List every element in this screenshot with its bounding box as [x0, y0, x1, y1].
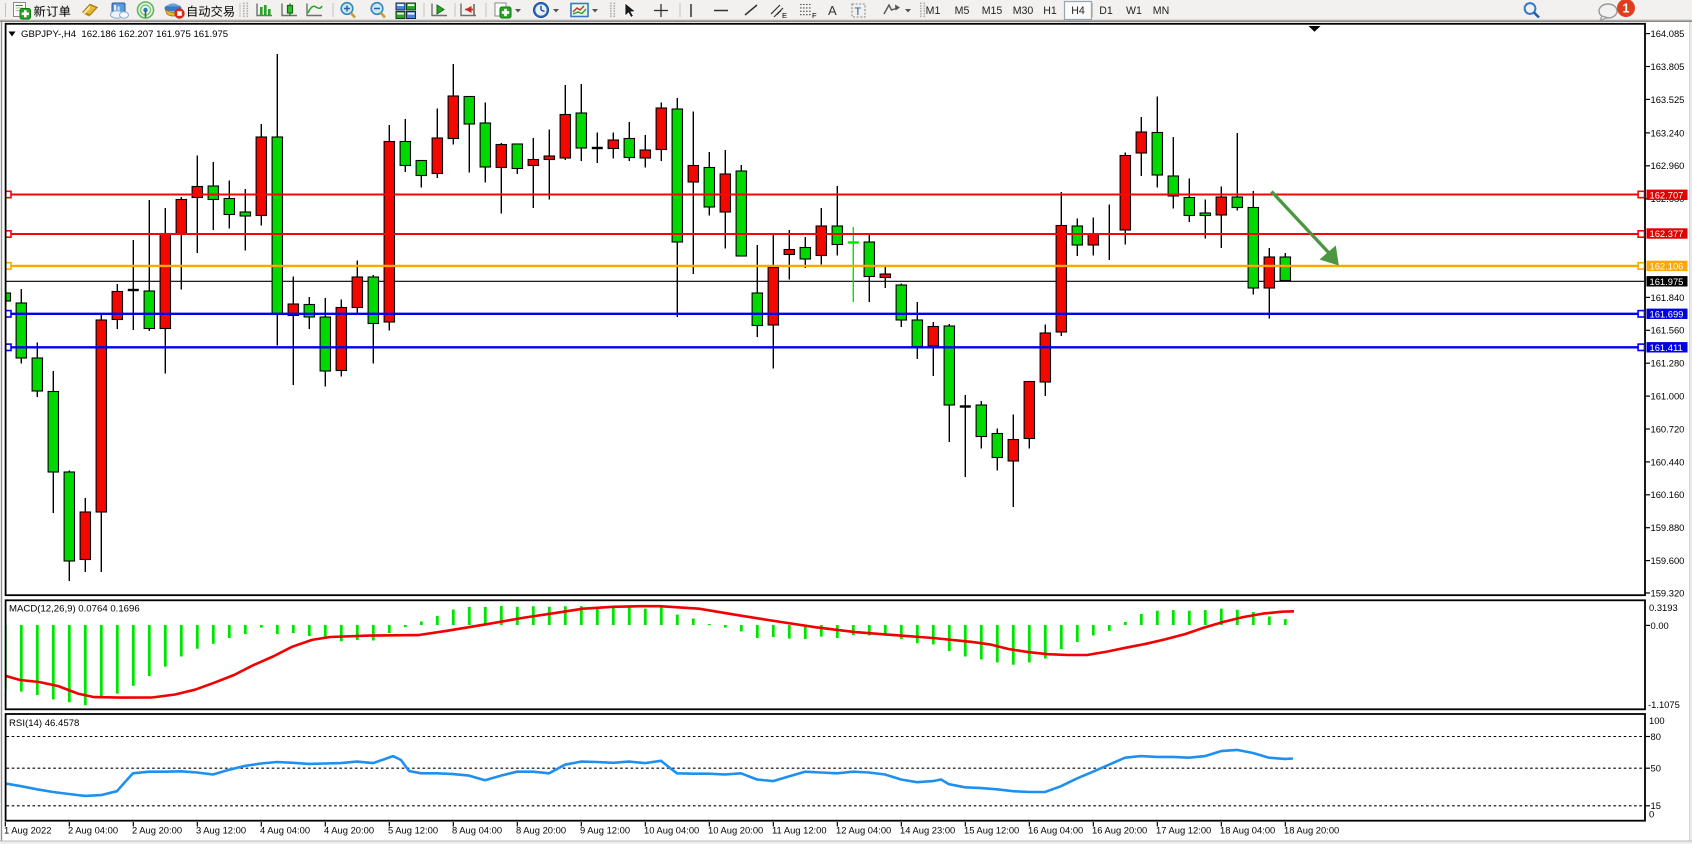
svg-text:2 Aug 20:00: 2 Aug 20:00 [132, 824, 182, 835]
svg-text:159.600: 159.600 [1651, 555, 1685, 566]
svg-text:1: 1 [1623, 2, 1630, 16]
svg-text:159.880: 159.880 [1651, 522, 1685, 533]
svg-text:16 Aug 04:00: 16 Aug 04:00 [1028, 824, 1083, 835]
svg-text:14 Aug 23:00: 14 Aug 23:00 [900, 824, 955, 835]
svg-text:162.707: 162.707 [1650, 189, 1684, 200]
svg-text:162.106: 162.106 [1650, 260, 1684, 271]
svg-text:0.3193: 0.3193 [1649, 602, 1678, 613]
svg-text:T: T [855, 6, 862, 18]
svg-text:161.840: 161.840 [1651, 292, 1685, 303]
svg-text:RSI(14) 46.4578: RSI(14) 46.4578 [9, 718, 79, 729]
svg-text:162.377: 162.377 [1650, 228, 1684, 239]
svg-text:163.525: 163.525 [1651, 94, 1685, 105]
svg-text:0.00: 0.00 [1651, 620, 1669, 631]
svg-text:15 Aug 12:00: 15 Aug 12:00 [964, 824, 1019, 835]
svg-text:A: A [828, 3, 837, 18]
svg-text:GBPJPY-,H4 162.186 162.207 16: GBPJPY-,H4 162.186 162.207 161.975 161.9… [21, 29, 228, 40]
svg-text:159.320: 159.320 [1651, 587, 1685, 598]
svg-text:9 Aug 12:00: 9 Aug 12:00 [580, 824, 630, 835]
svg-text:1 Aug 2022: 1 Aug 2022 [4, 824, 51, 835]
svg-text:8 Aug 20:00: 8 Aug 20:00 [516, 824, 566, 835]
svg-text:M5: M5 [955, 5, 970, 17]
svg-text:8 Aug 04:00: 8 Aug 04:00 [452, 824, 502, 835]
svg-text:4 Aug 20:00: 4 Aug 20:00 [324, 824, 374, 835]
svg-text:80: 80 [1651, 731, 1661, 742]
svg-text:17 Aug 12:00: 17 Aug 12:00 [1156, 824, 1211, 835]
svg-text:MN: MN [1153, 5, 1169, 17]
svg-text:-1.1075: -1.1075 [1648, 699, 1680, 710]
svg-text:161.699: 161.699 [1650, 308, 1684, 319]
svg-text:M15: M15 [982, 5, 1003, 17]
svg-text:MACD(12,26,9) 0.0764 0.1696: MACD(12,26,9) 0.0764 0.1696 [9, 604, 140, 615]
svg-text:M30: M30 [1013, 5, 1034, 17]
svg-text:F: F [812, 11, 817, 20]
svg-text:10 Aug 20:00: 10 Aug 20:00 [708, 824, 763, 835]
svg-text:12 Aug 04:00: 12 Aug 04:00 [836, 824, 891, 835]
svg-text:M1: M1 [926, 5, 941, 17]
svg-text:163.805: 163.805 [1651, 61, 1685, 72]
svg-text:50: 50 [1651, 763, 1661, 774]
svg-text:0: 0 [1649, 809, 1654, 820]
svg-text:100: 100 [1649, 715, 1665, 726]
svg-text:15: 15 [1651, 800, 1661, 811]
svg-text:16 Aug 20:00: 16 Aug 20:00 [1092, 824, 1147, 835]
svg-text:163.240: 163.240 [1651, 127, 1685, 138]
svg-text:160.440: 160.440 [1651, 456, 1685, 467]
svg-text:162.960: 162.960 [1651, 160, 1685, 171]
svg-text:161.411: 161.411 [1650, 342, 1683, 353]
svg-text:E: E [782, 11, 787, 20]
svg-text:D1: D1 [1099, 5, 1113, 17]
svg-text:164.085: 164.085 [1651, 28, 1685, 39]
svg-text:H4: H4 [1071, 5, 1085, 17]
svg-text:160.160: 160.160 [1651, 489, 1685, 500]
svg-text:161.280: 161.280 [1651, 358, 1685, 369]
svg-text:18 Aug 04:00: 18 Aug 04:00 [1220, 824, 1275, 835]
svg-text:4 Aug 04:00: 4 Aug 04:00 [260, 824, 310, 835]
svg-text:11 Aug 12:00: 11 Aug 12:00 [772, 824, 827, 835]
svg-text:160.720: 160.720 [1651, 423, 1685, 434]
svg-text:161.560: 161.560 [1651, 325, 1685, 336]
svg-text:3 Aug 12:00: 3 Aug 12:00 [196, 824, 246, 835]
svg-text:18 Aug 20:00: 18 Aug 20:00 [1284, 824, 1339, 835]
svg-text:2 Aug 04:00: 2 Aug 04:00 [68, 824, 118, 835]
svg-text:5 Aug 12:00: 5 Aug 12:00 [388, 824, 438, 835]
svg-text:W1: W1 [1126, 5, 1142, 17]
svg-text:10 Aug 04:00: 10 Aug 04:00 [644, 824, 699, 835]
svg-text:161.000: 161.000 [1651, 391, 1685, 402]
svg-text:H1: H1 [1043, 5, 1057, 17]
svg-text:161.975: 161.975 [1650, 276, 1684, 287]
